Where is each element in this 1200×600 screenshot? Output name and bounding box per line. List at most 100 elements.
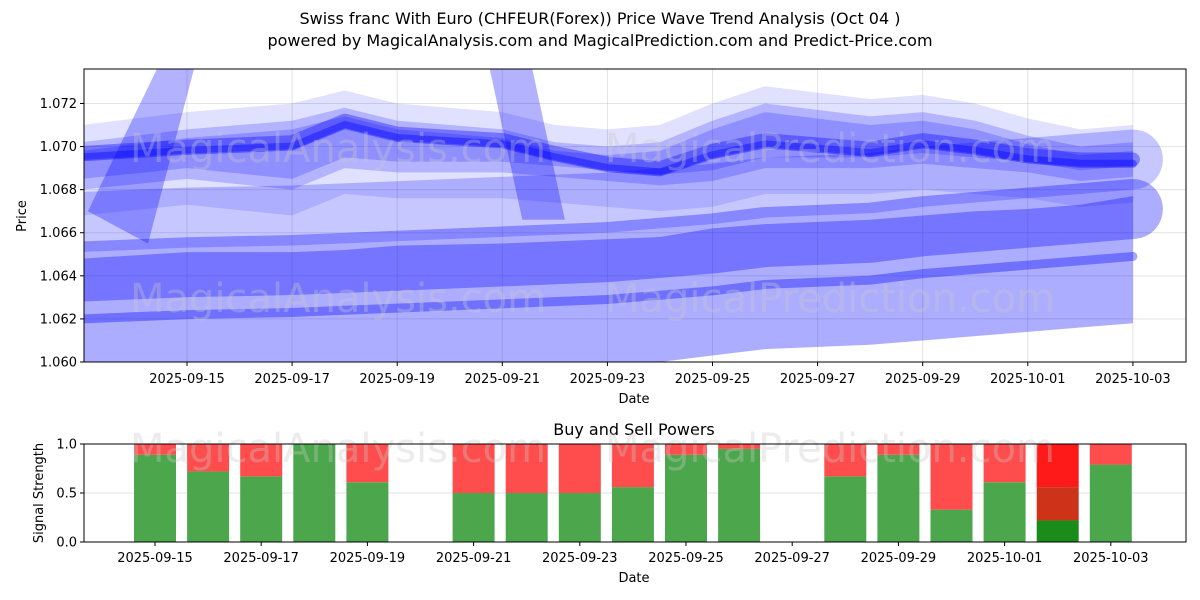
- price-grid: [84, 69, 1186, 363]
- bar-buy: [293, 444, 336, 542]
- bar-group: [240, 444, 283, 542]
- x-tick-label: 2025-09-29: [885, 372, 961, 387]
- wave-block: [489, 69, 565, 220]
- x-tick-label: 2025-09-23: [570, 372, 646, 387]
- bar-group: [930, 444, 973, 542]
- bar-buy: [930, 509, 973, 542]
- watermark-text: MagicalAnalysis.com: [130, 276, 546, 322]
- watermark-text: MagicalPrediction.com: [605, 276, 1055, 322]
- price-plot-frame: [83, 68, 1187, 363]
- wave-tube: [84, 179, 1163, 302]
- x-tick-label: 2025-09-27: [780, 372, 856, 387]
- bar-group: [877, 444, 920, 542]
- price-panel: MagicalAnalysis.com MagicalPrediction.co…: [15, 68, 1187, 407]
- power-y-axis-label: Signal Strength: [32, 443, 47, 543]
- power-y-axis: 0.0 0.5 1.0: [56, 438, 84, 551]
- y-tick-label: 1.068: [40, 183, 77, 198]
- watermark-text: MagicalAnalysis.com: [130, 426, 546, 472]
- bar-sell: [665, 444, 707, 455]
- x-tick-label: 2025-09-21: [465, 372, 541, 387]
- wave-band-outer: [84, 86, 1133, 216]
- bar-group: [718, 444, 761, 542]
- chart-subtitle: powered by MagicalAnalysis.com and Magic…: [267, 31, 933, 50]
- bar-group: [346, 444, 389, 542]
- wave-core-line: [84, 113, 1140, 176]
- bar-group: [1036, 444, 1079, 542]
- bar-group: [665, 444, 707, 542]
- y-tick-label: 1.064: [40, 269, 77, 284]
- x-tick-label: 2025-10-01: [967, 551, 1043, 566]
- watermark-group-top: MagicalAnalysis.com MagicalPrediction.co…: [130, 126, 1055, 322]
- x-tick-label: 2025-10-01: [990, 372, 1066, 387]
- x-tick-label: 2025-09-21: [436, 551, 512, 566]
- wave-band: [84, 103, 1133, 190]
- y-tick-label: 1.062: [40, 312, 77, 327]
- bar-group: [293, 444, 336, 542]
- bar-sell: [452, 444, 495, 493]
- price-y-axis-label: Price: [15, 200, 30, 232]
- chart-title: Swiss franc With Euro (CHFEUR(Forex)) Pr…: [299, 9, 901, 28]
- price-waves: [84, 69, 1163, 362]
- bar-group: [452, 444, 495, 542]
- bar-sell: [983, 444, 1026, 483]
- x-tick-label: 2025-09-19: [359, 372, 435, 387]
- bar-sell: [558, 444, 601, 493]
- x-tick-label: 2025-09-25: [675, 372, 751, 387]
- x-tick-label: 2025-09-29: [861, 551, 937, 566]
- bar-group: [983, 444, 1026, 542]
- bar-buy: [611, 487, 654, 542]
- y-tick-label: 1.070: [40, 140, 77, 155]
- long-trend-line: [84, 251, 1138, 324]
- power-x-axis-label: Date: [618, 571, 649, 586]
- bar-sell: [877, 444, 920, 455]
- watermark-text: MagicalPrediction.com: [605, 126, 1055, 172]
- bar-overlap: [1036, 487, 1079, 521]
- power-panel: Buy and Sell Powers MagicalAnalysis.com …: [32, 420, 1187, 586]
- y-tick-label: 0.0: [56, 536, 77, 551]
- x-tick-label: 2025-09-23: [542, 551, 618, 566]
- x-tick-label: 2025-09-25: [648, 551, 724, 566]
- price-plot-area: [84, 69, 1186, 362]
- bar-group: [1089, 444, 1132, 542]
- bar-group: [611, 444, 654, 542]
- bar-group: [824, 444, 867, 542]
- y-tick-label: 1.0: [56, 438, 77, 453]
- bar-buy: [877, 454, 920, 542]
- x-tick-label: 2025-09-15: [117, 551, 193, 566]
- bar-sell: [1036, 444, 1079, 488]
- bar-buy: [240, 476, 283, 542]
- bar-buy: [1036, 520, 1079, 542]
- power-chart-title: Buy and Sell Powers: [553, 420, 715, 439]
- watermark-text: MagicalPrediction.com: [605, 426, 1055, 472]
- bar-sell: [1089, 444, 1132, 465]
- bar-sell: [930, 444, 973, 510]
- bar-buy: [134, 454, 176, 542]
- watermark-group-bottom: MagicalAnalysis.com MagicalPrediction.co…: [130, 426, 1055, 472]
- power-x-axis: 2025-09-15 2025-09-17 2025-09-19 2025-09-21…: [117, 542, 1149, 566]
- bar-buy: [983, 482, 1026, 542]
- bar-sell: [505, 444, 548, 493]
- bar-buy: [824, 476, 867, 542]
- x-tick-label: 2025-09-15: [149, 372, 225, 387]
- price-x-axis: 2025-09-15 2025-09-17 2025-09-19 2025-09-21…: [149, 362, 1171, 387]
- bar-buy: [665, 454, 707, 542]
- bar-sell: [346, 444, 389, 483]
- x-tick-label: 2025-09-17: [223, 551, 299, 566]
- power-bars: [134, 444, 1132, 542]
- bar-group: [558, 444, 601, 542]
- bar-buy: [558, 493, 601, 542]
- bar-group: [187, 444, 230, 542]
- y-tick-label: 0.5: [56, 487, 77, 502]
- bar-buy: [1089, 464, 1132, 542]
- y-tick-label: 1.060: [40, 356, 77, 371]
- wave-tube: [84, 129, 1163, 252]
- x-tick-label: 2025-09-19: [330, 551, 406, 566]
- watermark-text: MagicalAnalysis.com: [130, 126, 546, 172]
- bar-group: [505, 444, 548, 542]
- y-tick-label: 1.066: [40, 226, 77, 241]
- wave-block: [88, 69, 194, 244]
- x-tick-label: 2025-10-03: [1095, 372, 1171, 387]
- wave-band-inner: [84, 112, 1133, 179]
- bar-sell: [240, 444, 283, 477]
